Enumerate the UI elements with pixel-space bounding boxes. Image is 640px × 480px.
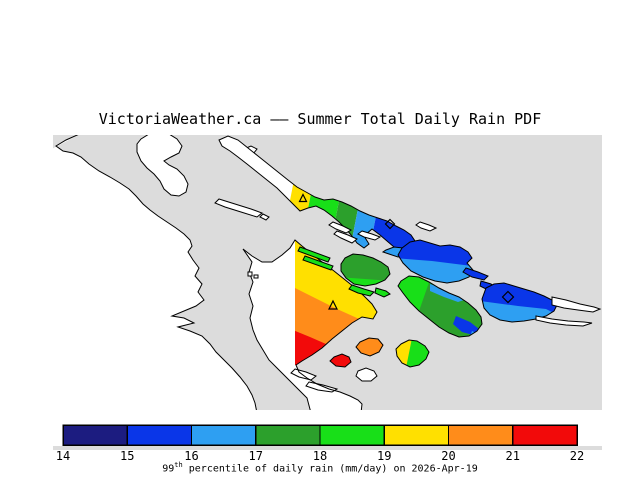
colorbar-tick-label: 19 [377, 449, 392, 463]
islet-green [374, 287, 391, 298]
colorbar-segment [255, 425, 320, 445]
colorbar-label-text: percentile of daily rain (mm/day) on 202… [182, 463, 478, 475]
colorbar-segment [384, 425, 449, 445]
islet-green [348, 284, 375, 297]
page-title: VictoriaWeather.ca —— Summer Total Daily… [98, 110, 542, 128]
island-orange [355, 337, 384, 357]
islet [355, 367, 378, 382]
islet-green [297, 246, 331, 263]
colorbar-tick-label: 16 [184, 449, 199, 463]
colorbar-tick-label: 21 [505, 449, 520, 463]
map-layer [53, 135, 602, 410]
islet [328, 221, 353, 234]
colorbar-segment [512, 425, 577, 445]
colorbar-tick-label: 18 [312, 449, 328, 463]
colorbar-segment [127, 425, 192, 445]
islet [551, 296, 602, 313]
colorbar-segment [191, 425, 256, 445]
island-blue [398, 240, 473, 283]
station-marker-triangle [328, 299, 338, 310]
colorbar [53, 424, 602, 450]
colorbar-label-number: 99 [162, 463, 175, 475]
colorbar-label-ordinal: th [174, 461, 183, 469]
islet [535, 315, 593, 327]
colorbar-shadow [53, 446, 602, 450]
islet [214, 198, 264, 218]
colorbar-tick-label: 15 [120, 449, 135, 463]
colorbar-tick-label: 20 [441, 449, 456, 463]
islet [357, 230, 382, 241]
island-red [329, 353, 352, 368]
island-blue [482, 283, 557, 322]
colorbar-tick-label: 14 [55, 449, 71, 463]
station-marker-triangle [298, 193, 308, 203]
colorbar-segment [448, 425, 513, 445]
island [136, 135, 189, 197]
coastline-west [55, 135, 257, 410]
islet-green [302, 255, 334, 271]
station-marker-diamond [501, 290, 515, 304]
islet [253, 274, 259, 279]
coastline-inlet [242, 248, 311, 410]
colorbar-label: 99th percentile of daily rain (mm/day) o… [0, 461, 640, 474]
colorbar-tick-label: 17 [248, 449, 263, 463]
islet [333, 230, 358, 244]
colorbar-border [62, 424, 578, 446]
colorbar-tick-label: 22 [569, 449, 585, 463]
colorbar-segment [63, 425, 128, 445]
station-marker-diamond [384, 218, 396, 230]
islet [259, 213, 270, 221]
islet-blue [462, 267, 489, 281]
islet [415, 221, 438, 232]
vancouver-island-land [53, 135, 257, 410]
coastline-peninsula-outer [242, 239, 378, 410]
colorbar-segment [320, 425, 385, 445]
islet [247, 271, 253, 277]
